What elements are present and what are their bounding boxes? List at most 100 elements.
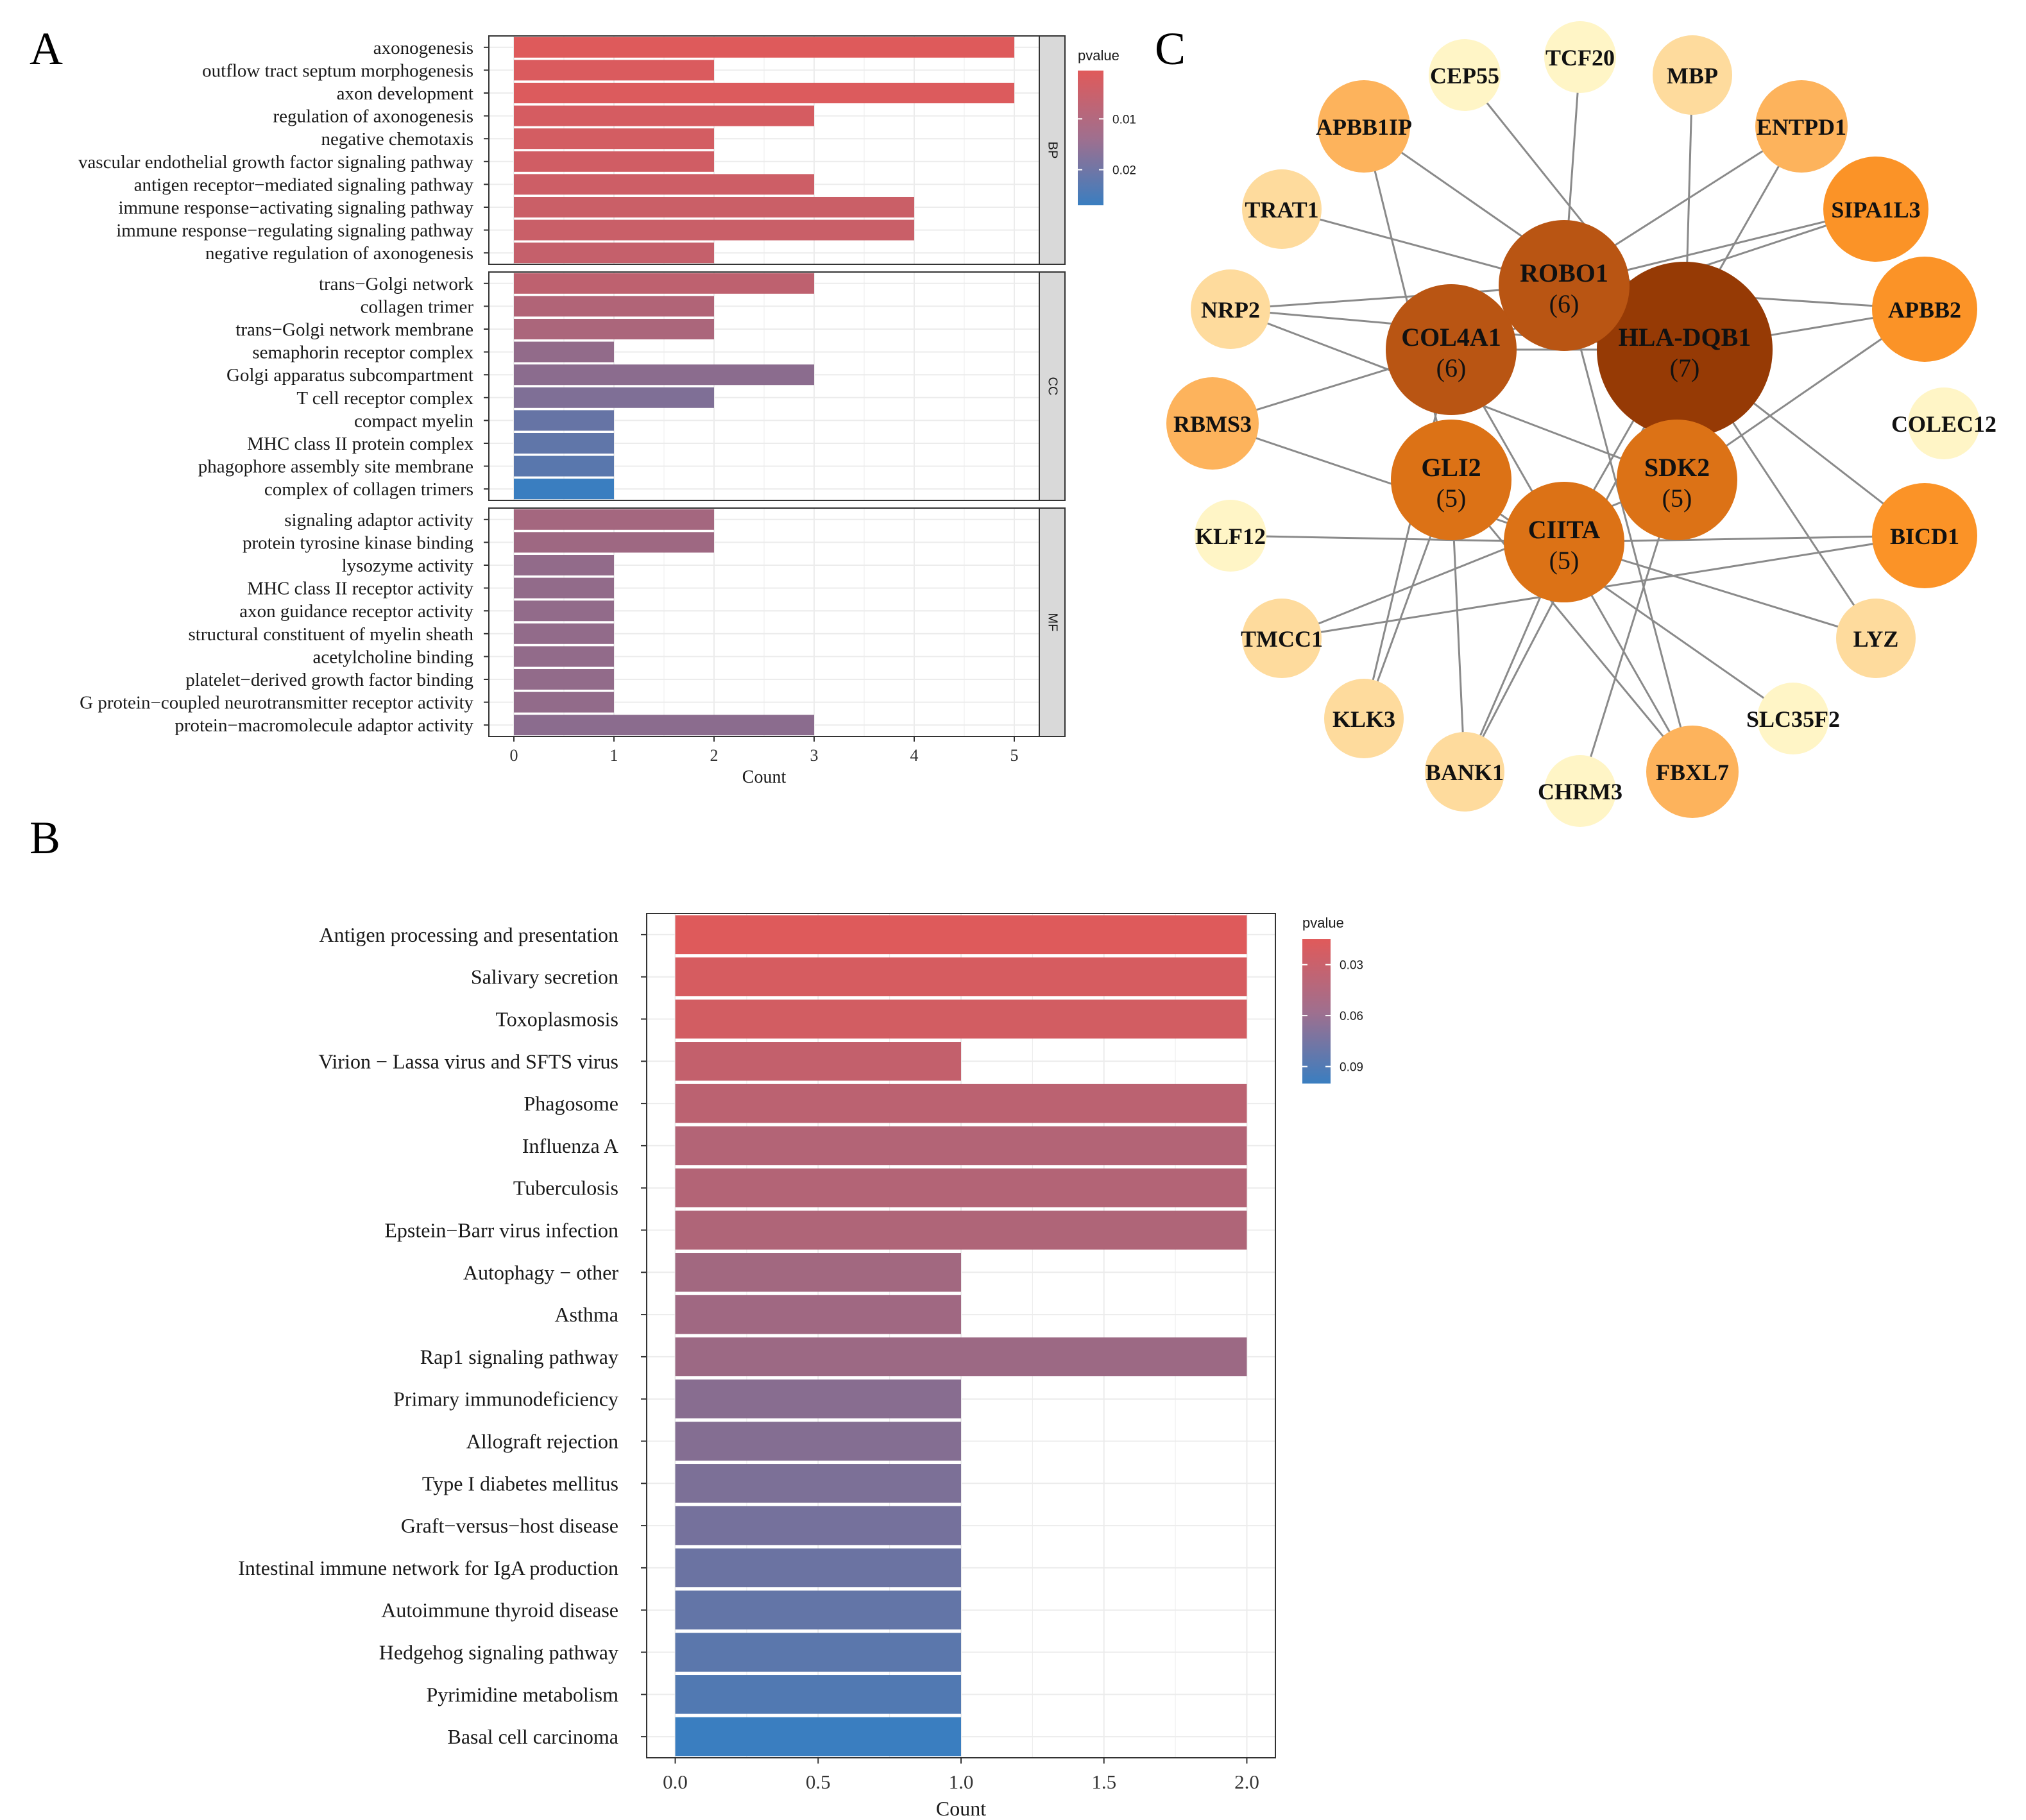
bar <box>514 554 614 576</box>
node-circle <box>1617 420 1737 540</box>
facet-strip-label: BP <box>1046 142 1060 159</box>
category-label: outflow tract septum morphogenesis <box>202 60 473 81</box>
node-label: MBP <box>1667 63 1718 89</box>
category-label: Type I diabetes mellitus <box>422 1472 618 1495</box>
node-fbxl7: FBXL7 <box>1646 726 1739 818</box>
category-label: G protein−coupled neurotransmitter recep… <box>80 693 473 713</box>
bar <box>675 1717 961 1756</box>
category-label: Virion − Lassa virus and SFTS virus <box>318 1050 618 1073</box>
node-label: COLEC12 <box>1891 411 1996 437</box>
x-tick-label: 0.0 <box>663 1771 688 1793</box>
node-label: TRAT1 <box>1245 197 1318 223</box>
bar <box>514 410 614 431</box>
node-circle <box>1318 80 1410 173</box>
node-label: HLA-DQB1 <box>1619 323 1751 352</box>
node-label: NRP2 <box>1201 297 1260 323</box>
bar <box>675 1168 1247 1207</box>
node-slc35f2: SLC35F2 <box>1746 683 1840 754</box>
bar <box>514 646 614 667</box>
category-label: Autoimmune thyroid disease <box>381 1599 618 1622</box>
node-degree: (5) <box>1549 546 1579 575</box>
bar <box>514 37 1014 58</box>
category-label: negative regulation of axonogenesis <box>205 243 473 264</box>
bar <box>514 273 814 294</box>
node-label: COL4A1 <box>1401 323 1501 352</box>
node-circle <box>1544 21 1616 93</box>
x-tick-label: 5 <box>1010 746 1019 765</box>
node-rbms3: RBMS3 <box>1166 377 1259 470</box>
node-circle <box>1166 377 1259 470</box>
edge-ciita-rbms3 <box>1212 422 1565 543</box>
edge-gli2-fbxl7 <box>1450 479 1694 772</box>
node-tmcc1: TMCC1 <box>1241 599 1323 678</box>
category-label: Toxoplasmosis <box>495 1008 618 1031</box>
bar <box>514 82 1014 104</box>
category-label: Antigen processing and presentation <box>319 923 618 946</box>
legend-tick-label: 0.03 <box>1340 959 1363 973</box>
node-nrp2: NRP2 <box>1191 269 1270 349</box>
bar <box>675 915 1247 955</box>
node-col4a1: COL4A1(6) <box>1386 284 1517 415</box>
bar <box>675 1422 961 1461</box>
node-label: BANK1 <box>1426 760 1504 785</box>
node-degree: (6) <box>1436 353 1467 382</box>
bar <box>514 318 714 340</box>
category-label: Graft−versus−host disease <box>401 1514 618 1537</box>
bar <box>675 1295 961 1334</box>
category-label: trans−Golgi network <box>319 274 474 294</box>
node-label: ENTPD1 <box>1757 114 1846 140</box>
node-label: RBMS3 <box>1173 411 1252 437</box>
network-nodes: HLA-DQB1(7)ROBO1(6)COL4A1(6)GLI2(5)SDK2(… <box>1166 21 1996 827</box>
node-gli2: GLI2(5) <box>1391 420 1511 540</box>
node-circle <box>1324 679 1404 758</box>
bar <box>514 364 814 386</box>
node-label: TCF20 <box>1545 45 1615 71</box>
panel-letter-c: C <box>1155 23 1186 74</box>
bar <box>514 242 714 264</box>
category-label: Rap1 signaling pathway <box>420 1345 618 1368</box>
node-circle <box>1499 220 1630 351</box>
node-label: BICD1 <box>1890 523 1959 549</box>
ppi-network: HLA-DQB1(7)ROBO1(6)COL4A1(6)GLI2(5)SDK2(… <box>1166 21 1996 827</box>
node-label: CHRM3 <box>1538 779 1622 804</box>
legend-title: pvalue <box>1302 915 1344 931</box>
category-label: platelet−derived growth factor binding <box>185 670 473 690</box>
bar <box>675 1042 961 1081</box>
node-circle <box>1646 726 1739 818</box>
node-label: CIITA <box>1528 515 1601 544</box>
node-circle <box>1242 169 1322 249</box>
facet-strip <box>1039 35 1066 265</box>
x-tick-label: 3 <box>810 746 819 765</box>
node-circle <box>1191 269 1270 349</box>
node-sdk2: SDK2(5) <box>1617 420 1737 540</box>
bar <box>514 151 714 172</box>
node-circle <box>1544 755 1616 827</box>
bar <box>675 1633 961 1672</box>
category-label: axon development <box>337 83 473 104</box>
bar <box>514 341 614 362</box>
category-label: protein tyrosine kinase binding <box>243 532 473 553</box>
node-bicd1: BICD1 <box>1872 483 1977 588</box>
legend: pvalue 0.03 0.06 0.09 <box>1302 915 1363 1084</box>
node-label: LYZ <box>1853 626 1899 652</box>
category-label: Asthma <box>554 1303 618 1326</box>
x-tick-label: 2 <box>710 746 719 765</box>
node-circle <box>1425 732 1504 812</box>
node-trat1: TRAT1 <box>1242 169 1322 249</box>
node-label: TMCC1 <box>1241 626 1323 652</box>
node-label: KLF12 <box>1195 523 1266 549</box>
bar <box>514 60 714 81</box>
node-circle <box>1872 483 1977 588</box>
category-label: Epstein−Barr virus infection <box>384 1219 618 1242</box>
bar <box>514 455 614 477</box>
node-label: APBB2 <box>1888 297 1961 323</box>
node-label: SDK2 <box>1644 453 1710 482</box>
category-label: collagen trimer <box>361 296 474 317</box>
category-label: antigen receptor−mediated signaling path… <box>134 174 474 195</box>
x-tick-label: 2.0 <box>1234 1771 1259 1793</box>
bar <box>675 957 1247 996</box>
